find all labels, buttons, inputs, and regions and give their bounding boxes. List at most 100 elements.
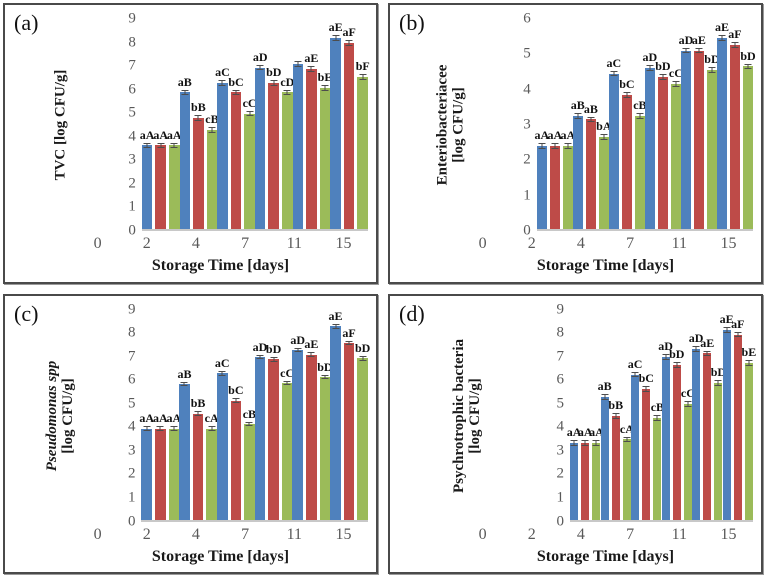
error-bar-cap: [714, 384, 722, 386]
x-tick-label: 2: [142, 525, 151, 543]
bar-letter-label: bC: [638, 370, 654, 385]
x-tick-label: 4: [191, 525, 200, 543]
y-tick-label: 3: [523, 116, 531, 133]
error-bar-cap: [714, 380, 722, 382]
error-bar: [684, 401, 692, 407]
error-bar: [592, 440, 600, 446]
bar-letter-label: bB: [191, 100, 206, 115]
error-bar: [714, 380, 722, 386]
error-bar-cap: [574, 113, 582, 115]
error-bar-stem: [721, 36, 723, 41]
error-bar-cap: [734, 331, 742, 333]
panel-letter-c: (c): [14, 300, 39, 326]
error-bar-stem: [645, 386, 647, 391]
bar-red: aF: [342, 26, 356, 229]
bar-letter-label: aD: [688, 330, 704, 345]
bar-green: cC: [243, 97, 257, 229]
error-bar-cap: [246, 115, 254, 117]
error-bar-stem: [259, 355, 261, 359]
error-bar: [294, 61, 302, 67]
panel-c: (c) Pseudomonas spp [log CFU/g] 0 1 2 3 4 5 6 7 8…: [3, 293, 378, 574]
error-bar: [256, 354, 264, 360]
error-bar: [218, 80, 226, 86]
y-tick-label: 2: [127, 465, 136, 482]
bar-letter-label: cC: [680, 386, 695, 401]
bar-red: aE: [304, 338, 318, 520]
chart-enteriobacteriacee: Enteriobacteriacee [log CFU/g] 0 1 2 3 4 5 6 aA…: [390, 5, 761, 282]
error-bar-cap: [181, 89, 189, 91]
bar-red: aB: [584, 103, 598, 229]
error-bar-stem: [626, 92, 628, 97]
x-ticks: 0 2 4 7 11 15: [73, 522, 368, 548]
error-bar: [208, 127, 216, 133]
x-axis-label: Storage Time [days]: [536, 257, 675, 274]
y-tick-label: 7: [556, 348, 565, 365]
error-bar-cap: [587, 116, 595, 118]
bar-letter-label: bD: [669, 347, 685, 362]
y-tick-label: 5: [127, 395, 136, 412]
bar-blue: aC: [607, 57, 621, 229]
error-bar-cap: [600, 138, 608, 140]
bar-cluster: aD bD cD: [252, 19, 294, 229]
error-bar-cap: [692, 350, 700, 352]
bar-letter-label: cC: [280, 365, 295, 380]
bar-letter-label: aA: [153, 127, 169, 142]
error-bar-stem: [615, 414, 617, 418]
error-bar-stem: [362, 75, 364, 79]
y-tick-label: 1: [128, 198, 136, 215]
error-bar-cap: [170, 142, 178, 144]
y-tick-label: 5: [128, 104, 136, 121]
y-tick-label: 6: [128, 81, 136, 98]
y-axis-label-column: TVC [log CFU/g]: [5, 19, 116, 231]
error-bar-cap: [232, 94, 240, 96]
error-bar: [695, 47, 703, 54]
error-bar-cap: [170, 147, 178, 149]
error-bar-cap: [642, 390, 650, 392]
bar-blue: [292, 61, 304, 229]
bar-letter-label: cB: [242, 406, 257, 421]
error-bar-cap: [218, 80, 226, 82]
bar-letter-label: aD: [252, 49, 268, 64]
error-bar: [631, 371, 639, 378]
y-axis-label-column: Psychrotrophic bacteria [log CFU/g]: [390, 310, 544, 522]
bar-red: aA: [578, 426, 593, 520]
y-tick-label: 9: [128, 10, 136, 27]
bar-red: aF: [728, 28, 742, 229]
error-bar: [332, 35, 340, 42]
error-bar-cap: [718, 40, 726, 42]
error-bar: [610, 70, 618, 77]
error-bar-cap: [143, 142, 151, 144]
error-bar-cap: [332, 324, 340, 326]
bar-cluster: aD aE bD: [290, 310, 333, 520]
bar-letter-label: aE: [719, 312, 734, 327]
error-bar-stem: [603, 135, 605, 139]
bar-cluster: aD aE bD: [688, 310, 726, 520]
error-bar-cap: [218, 374, 226, 376]
error-bar-stem: [737, 332, 739, 337]
error-bar-cap: [538, 143, 546, 145]
error-bar: [538, 143, 546, 149]
x-tick-label: 15: [720, 525, 737, 543]
panel-d: (d) Psychrotrophic bacteria [log CFU/g] 0…: [388, 293, 763, 574]
error-bar-cap: [723, 327, 731, 329]
error-bar-cap: [345, 44, 353, 46]
error-bar-cap: [283, 384, 291, 386]
error-bar-cap: [294, 347, 302, 349]
error-bar: [581, 440, 589, 446]
error-bar-stem: [595, 441, 597, 445]
error-bar-stem: [324, 85, 326, 90]
y-tick-label: 9: [127, 301, 136, 317]
error-bar-stem: [626, 437, 628, 442]
y-tick-label: 1: [127, 489, 136, 506]
error-bar-stem: [348, 41, 350, 45]
bar-blue: aA: [140, 129, 154, 229]
bar-green: cB: [205, 113, 219, 229]
error-bar-stem: [706, 351, 708, 356]
error-bar: [332, 324, 340, 329]
bar-green: bD: [711, 366, 726, 520]
error-bar-cap: [294, 65, 302, 67]
bar-letter-label: bC: [619, 76, 635, 91]
error-bar: [653, 415, 661, 422]
error-bar-stem: [604, 395, 606, 399]
x-tick-label: 11: [671, 525, 687, 543]
